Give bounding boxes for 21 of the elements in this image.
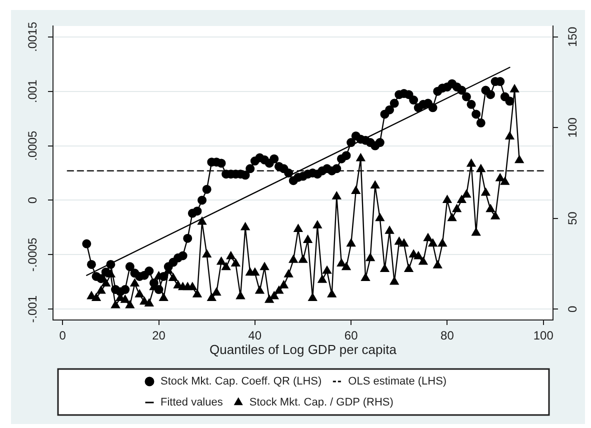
y-tick-label: 0	[25, 196, 40, 204]
x-tick-label: 60	[344, 328, 358, 343]
x-tick-label: 40	[248, 328, 262, 343]
y2-tick-label: 100	[565, 117, 580, 138]
y-tick-label: .001	[25, 79, 40, 104]
y-tick-label: .0005	[25, 130, 40, 161]
y-tick-label: -.001	[25, 295, 40, 323]
x-axis-title: Quantiles of Log GDP per capita	[210, 342, 398, 357]
y2-tick-label: 150	[565, 26, 580, 47]
y2-tick-label: 0	[565, 305, 580, 312]
legend-label: Stock Mkt. Cap. / GDP (RHS)	[249, 396, 394, 409]
y-tick-label: .0015	[25, 22, 40, 52]
legend-label: OLS estimate (LHS)	[348, 376, 447, 388]
y2-tick-label: 50	[565, 211, 580, 226]
x-tick-label: 100	[533, 328, 554, 343]
y-tick-label: -.0005	[25, 237, 40, 272]
x-tick-label: 0	[59, 328, 66, 343]
x-tick-label: 20	[152, 328, 166, 343]
legend-label: Stock Mkt. Cap. Coeff. QR (LHS)	[160, 376, 322, 388]
legend-label: Fitted values	[160, 396, 224, 409]
x-tick-label: 80	[440, 328, 454, 343]
